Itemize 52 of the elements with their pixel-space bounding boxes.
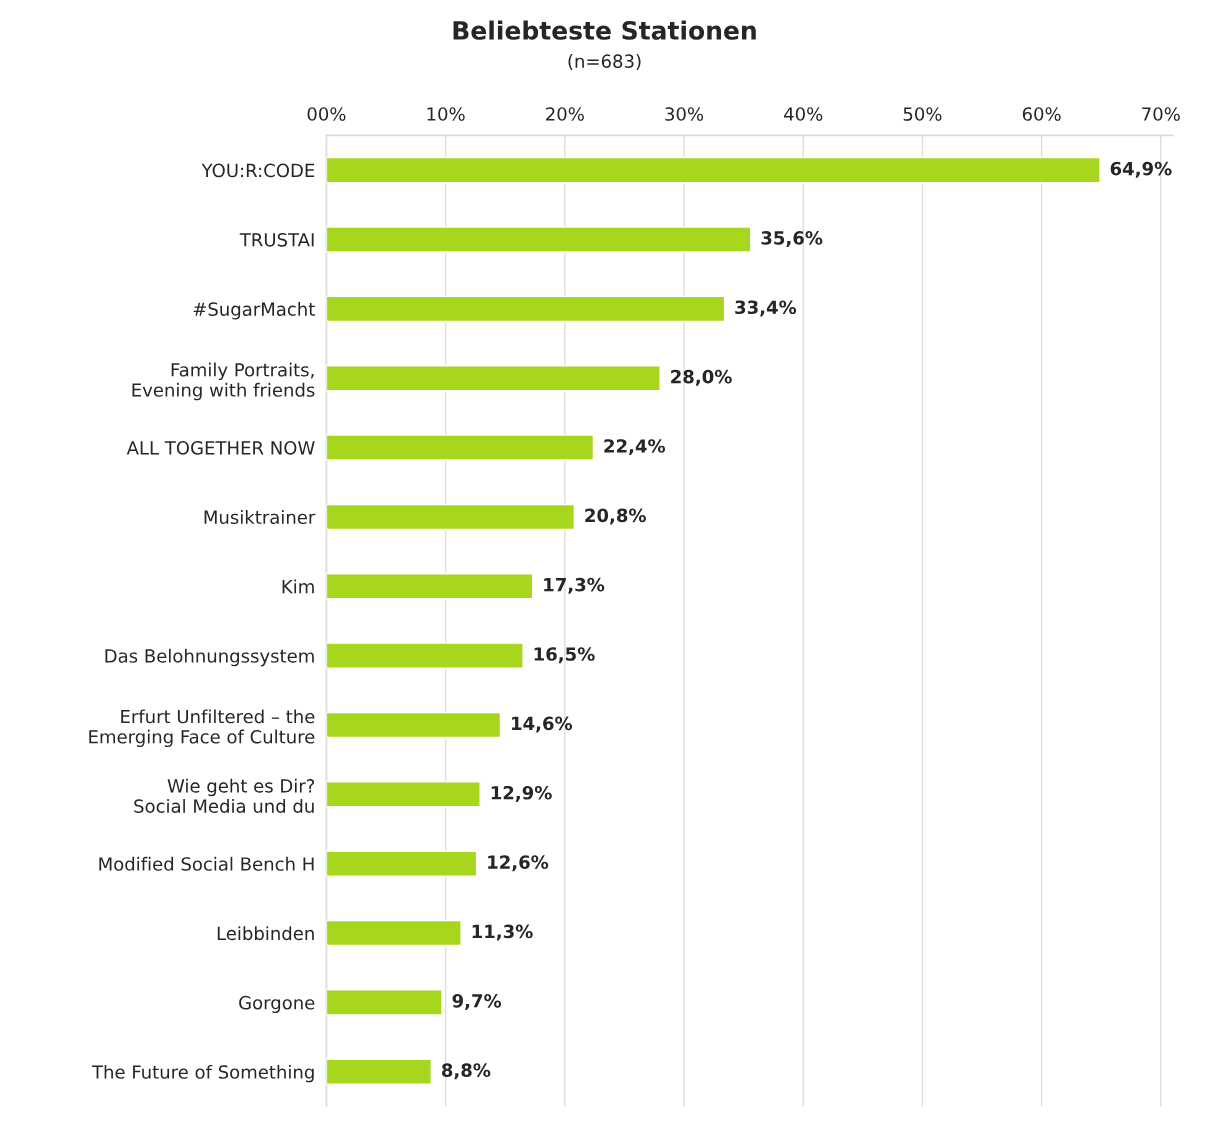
bar	[326, 434, 595, 461]
y-tick-label: Leibbinden	[217, 926, 314, 941]
bar	[326, 156, 1101, 184]
bar	[326, 573, 534, 600]
data-label: 11,3%	[472, 924, 533, 941]
data-label: 28,0%	[671, 369, 732, 386]
y-tick-label: Modified Social Bench H	[99, 856, 314, 871]
y-tick-label: The Future of Something	[91, 1064, 314, 1083]
chart-title: Beliebteste Stationen	[453, 20, 756, 40]
y-tick-label: Das Belohnungssystem	[105, 648, 314, 667]
y-tick-label: ALL TOGETHER NOW	[126, 441, 315, 455]
data-label: 9,7%	[452, 993, 502, 1010]
bar	[326, 295, 726, 323]
bar	[326, 642, 524, 669]
y-tick-label: TRUSTAI	[239, 232, 314, 247]
x-tick-label: 20%	[546, 107, 584, 121]
data-label: 35,6%	[761, 231, 823, 248]
data-label: 22,4%	[604, 439, 666, 456]
data-label: 16,5%	[534, 647, 595, 664]
data-label: 64,9%	[1110, 161, 1172, 178]
x-tick-label: 60%	[1022, 107, 1061, 121]
data-label: 8,8%	[441, 1063, 491, 1080]
y-tick-label: Family Portraits, Evening with friends	[132, 362, 315, 401]
x-tick-label: 50%	[903, 107, 942, 121]
bar	[326, 503, 576, 531]
bar	[326, 226, 752, 253]
data-label: 33,4%	[735, 300, 797, 317]
x-tick-label: 10%	[427, 107, 465, 121]
y-tick-label: Wie geht es Dir? Social Media und du	[134, 778, 315, 813]
y-tick-label: Kim	[282, 579, 314, 594]
x-tick-label: 00%	[307, 107, 346, 121]
data-label: 12,6%	[488, 855, 549, 872]
x-tick-label: 30%	[665, 107, 704, 121]
y-tick-label: Gorgone	[239, 995, 315, 1014]
y-tick-label: Musiktrainer	[204, 510, 316, 525]
bar	[326, 711, 502, 739]
bar	[326, 781, 481, 808]
y-tick-label: #SugarMacht	[193, 302, 315, 320]
data-label: 20,8%	[585, 508, 646, 525]
x-tick-label: 40%	[784, 107, 823, 121]
bar	[326, 365, 661, 392]
bar	[326, 850, 478, 877]
data-label: 17,3%	[544, 577, 605, 594]
bar	[326, 919, 462, 947]
y-tick-label: YOU:R:CODE	[201, 163, 315, 178]
y-tick-label: Erfurt Unfiltered – the Emerging Face of Culture	[89, 709, 315, 748]
x-tick-label: 70%	[1142, 107, 1180, 121]
data-label: 14,6%	[512, 716, 573, 733]
data-label: 12,9%	[491, 785, 552, 802]
bar	[326, 1058, 433, 1085]
bar	[326, 989, 443, 1016]
chart-subtitle: (n=683)	[568, 54, 641, 71]
